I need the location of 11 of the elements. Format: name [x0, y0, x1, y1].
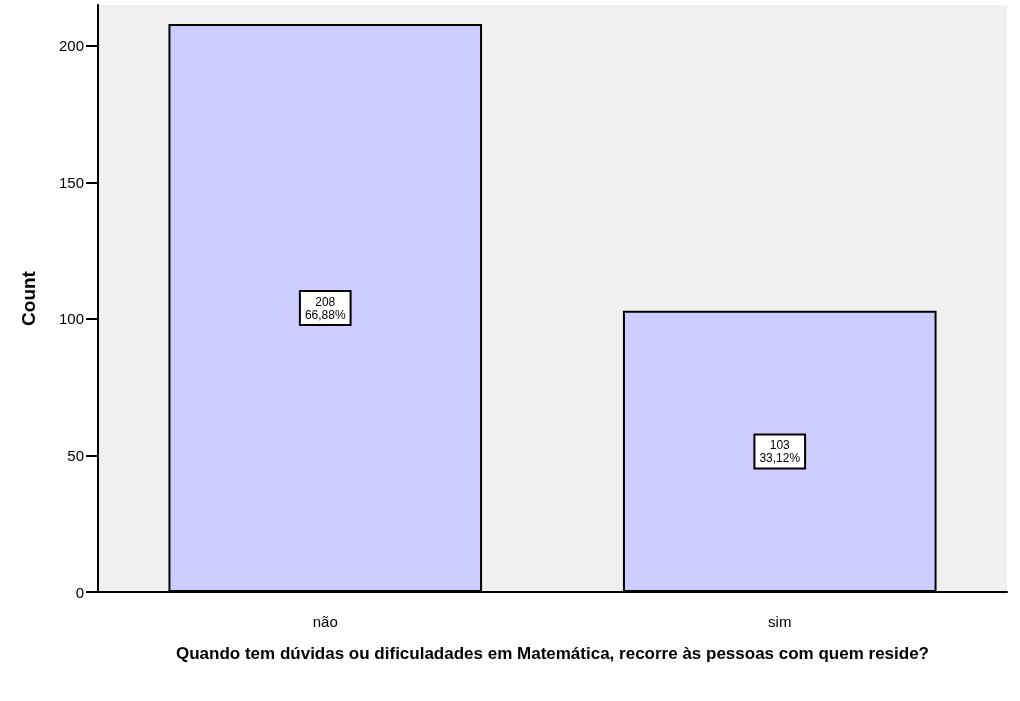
x-tick-label: sim: [768, 613, 792, 630]
x-axis-title: Quando tem dúvidas ou dificuladades em Matemática, recorre às pessoas com quem reside?: [176, 644, 929, 663]
y-tick-label: 50: [67, 446, 84, 464]
y-tick-label: 0: [75, 583, 84, 601]
y-tick-label: 200: [58, 37, 84, 55]
data-label: 103 33,12%: [759, 437, 801, 465]
x-tick-label: não: [312, 613, 338, 630]
y-tick-label: 100: [58, 310, 84, 328]
y-tick-label: 150: [58, 173, 84, 191]
y-axis-title: Count: [18, 270, 39, 326]
data-label: 208 66,88%: [304, 294, 346, 322]
